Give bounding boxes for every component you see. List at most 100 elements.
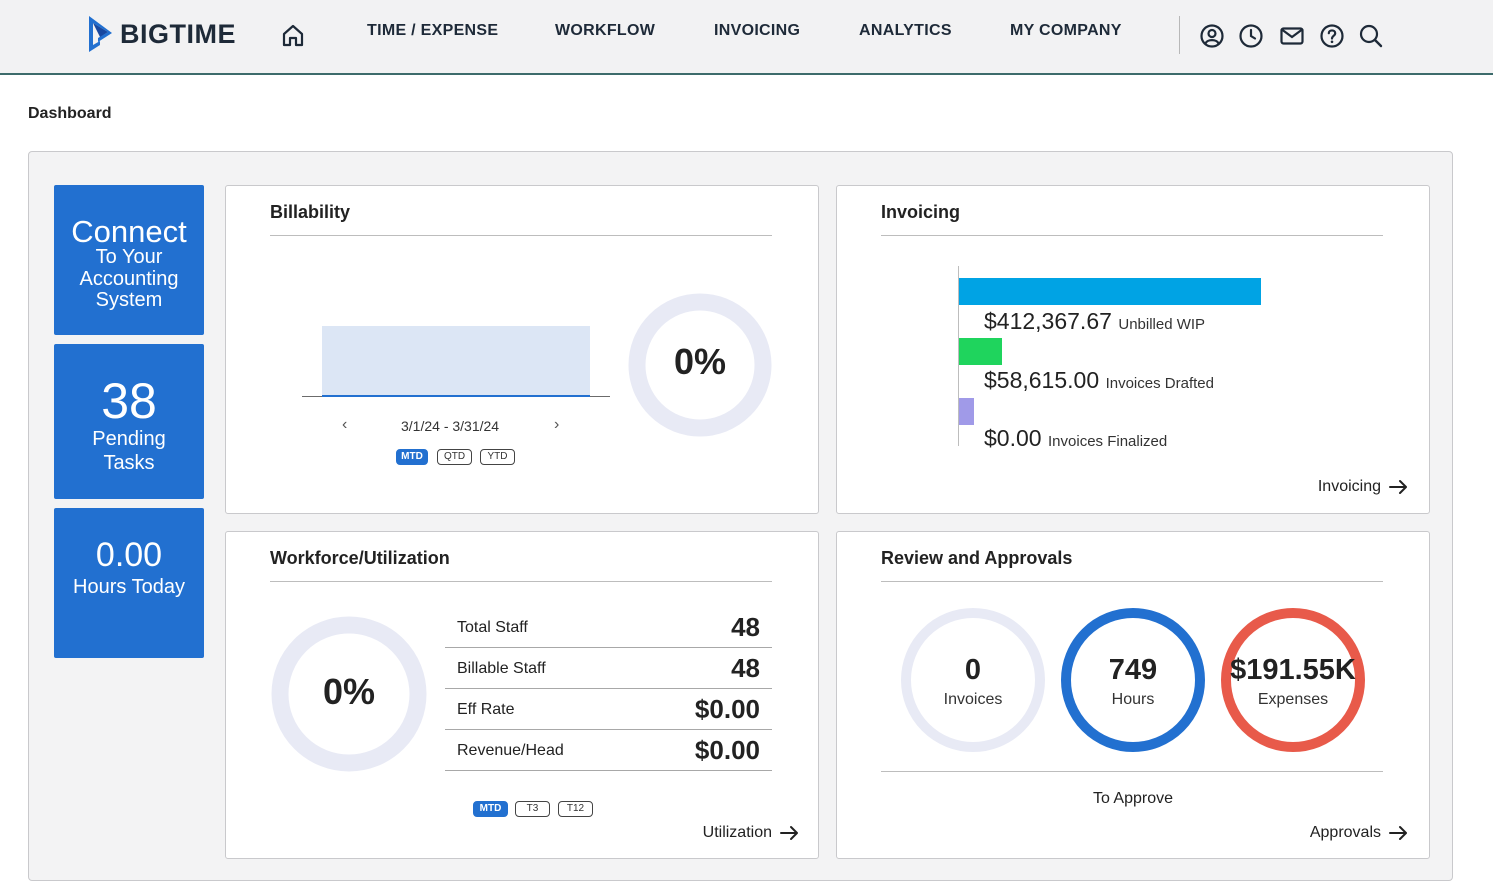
nav-divider [1179,16,1180,54]
invoices-count: 0 [964,654,982,686]
stat-billable-staff: Billable Staff 48 [445,648,772,689]
invoices-drafted-amount: $58,615.00 [984,367,1100,393]
top-navbar: BIGTIME TIME / EXPENSE WORKFLOW INVOICIN… [0,0,1493,75]
stat-label: Total Staff [457,619,528,636]
billability-date-range: 3/1/24 - 3/31/24 [401,418,500,434]
billability-card: Billability ‹ 3/1/24 - 3/31/24 › MTD QTD… [225,185,819,514]
workforce-period-t12[interactable]: T12 [558,801,593,817]
to-approve-caption: To Approve [1092,790,1174,807]
bigtime-logo-icon [89,16,112,52]
expenses-label: Expenses [1257,691,1329,708]
hours-label: Hours [1111,691,1155,708]
workforce-period-mtd[interactable]: MTD [473,801,508,817]
billability-period-qtd[interactable]: QTD [437,449,472,465]
invoices-label: Invoices [943,691,1003,708]
unbilled-wip-label: Unbilled WIP [1118,316,1206,333]
approvals-bottom-divider [881,771,1383,772]
stat-value: 48 [731,653,760,683]
approvals-expenses-circle[interactable]: $191.55K Expenses [1219,606,1367,754]
approvals-invoices-circle[interactable]: 0 Invoices [899,606,1047,754]
hours-today-tile[interactable]: 0.00 Hours Today [54,508,204,658]
search-icon[interactable] [1358,23,1384,49]
connect-line-1: To Your [95,246,163,268]
billability-period-mtd[interactable]: MTD [396,449,428,465]
brand-name: BIGTIME [120,18,236,49]
invoices-finalized-label: Invoices Finalized [1048,433,1168,450]
stat-label: Revenue/Head [457,742,564,759]
invoices-finalized-bar [959,398,974,425]
stat-label: Eff Rate [457,701,515,718]
expenses-ring [1221,608,1365,752]
utilization-link-label: Utilization [702,824,772,841]
expenses-amount: $191.55K [1230,654,1356,686]
workforce-title: Workforce/Utilization [270,548,450,568]
home-icon[interactable] [280,22,306,48]
pending-tasks-tile[interactable]: 38 Pending Tasks [54,344,204,499]
utilization-donut [271,616,427,772]
approvals-link-label: Approvals [1309,824,1381,841]
clock-icon[interactable] [1238,23,1264,49]
billability-percent: 0% [673,341,727,382]
invoices-finalized-row: $0.00 Invoices Finalized [984,425,1167,452]
arrow-right-icon [1389,826,1407,840]
unbilled-wip-bar [959,278,1261,305]
bigtime-logo[interactable]: BIGTIME [86,14,236,54]
billability-divider [270,235,772,236]
invoicing-title: Invoicing [881,202,961,222]
stat-label: Billable Staff [457,660,546,677]
nav-invoicing[interactable]: INVOICING [714,22,801,39]
hours-count: 749 [1108,654,1158,686]
workforce-card: Workforce/Utilization 0% Total Staff 48 … [225,531,819,859]
invoices-drafted-bar [959,338,1002,365]
nav-analytics[interactable]: ANALYTICS [859,22,952,39]
workforce-period-t3[interactable]: T3 [515,801,550,817]
stat-eff-rate: Eff Rate $0.00 [445,689,772,730]
workforce-divider [270,581,772,582]
stat-value: $0.00 [694,735,760,765]
hours-value: 0.00 [95,536,163,574]
nav-my-company[interactable]: MY COMPANY [1010,22,1122,39]
arrow-right-icon [1389,480,1407,494]
invoicing-card: Invoicing $412,367.67 Unbilled WIP $58,6… [836,185,1430,514]
unbilled-wip-row: $412,367.67 Unbilled WIP [984,308,1205,335]
connect-heading: Connect [71,214,187,249]
prev-period-arrow-icon[interactable]: ‹ [342,416,348,433]
mail-icon[interactable] [1279,23,1305,49]
stat-total-staff: Total Staff 48 [445,607,772,648]
arrow-right-icon [780,826,798,840]
billability-bar [322,326,590,396]
connect-accounting-tile[interactable]: Connect To Your Accounting System [54,185,204,335]
connect-line-2: Accounting [79,268,179,290]
invoicing-link[interactable]: Invoicing [1318,478,1409,496]
nav-workflow[interactable]: WORKFLOW [555,22,656,39]
user-profile-icon[interactable] [1199,23,1225,49]
utilization-link[interactable]: Utilization [703,824,800,842]
pending-label-1: Pending [92,428,166,450]
approvals-card: Review and Approvals 0 Invoices 749 Hour… [836,531,1430,859]
help-icon[interactable] [1319,23,1345,49]
approvals-divider [881,581,1383,582]
next-period-arrow-icon[interactable]: › [554,416,560,433]
invoices-ring [901,608,1045,752]
page-title: Dashboard [28,105,112,122]
stat-value: $0.00 [694,694,760,724]
billability-title: Billability [270,202,351,222]
invoicing-axis [958,266,959,446]
pending-count: 38 [101,373,157,429]
hours-ring [1061,608,1205,752]
utilization-percent: 0% [322,671,376,712]
approvals-title: Review and Approvals [881,548,1073,568]
invoices-finalized-amount: $0.00 [984,425,1042,451]
invoices-drafted-row: $58,615.00 Invoices Drafted [984,367,1214,394]
nav-time-expense[interactable]: TIME / EXPENSE [367,22,499,39]
stat-revenue-head: Revenue/Head $0.00 [445,730,772,771]
billability-donut [628,293,772,437]
unbilled-wip-amount: $412,367.67 [984,308,1112,334]
billability-baseline [322,395,590,397]
approvals-hours-circle[interactable]: 749 Hours [1059,606,1207,754]
billability-period-ytd[interactable]: YTD [480,449,515,465]
invoicing-link-label: Invoicing [1317,478,1381,495]
stat-value: 48 [731,612,760,642]
approvals-link[interactable]: Approvals [1310,824,1409,842]
pending-label-2: Tasks [103,452,155,474]
